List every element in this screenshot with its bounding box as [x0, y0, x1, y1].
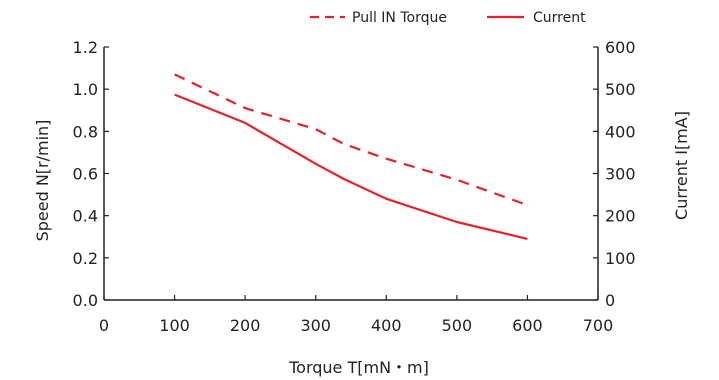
y-right-tick-label: 400: [605, 122, 636, 141]
y-left-tick-label: 0.8: [73, 122, 98, 141]
x-tick-label: 200: [230, 316, 261, 335]
y-right-tick-label: 300: [605, 165, 636, 184]
y-right-tick-label: 500: [605, 80, 636, 99]
y-right-tick-label: 100: [605, 249, 636, 268]
legend: Pull IN Torque Current: [310, 10, 586, 26]
y-right-axis-title: Current I[mA]: [672, 111, 691, 220]
legend-label-current: Current: [533, 10, 586, 26]
x-axis-title: Torque T[mN・m]: [288, 358, 429, 377]
y-left-axis-title: Speed N[r/min]: [33, 120, 52, 242]
y-left-tick-label: 0.2: [73, 249, 98, 268]
x-tick-label: 600: [512, 316, 543, 335]
x-tick-label: 0: [99, 316, 109, 335]
plot-area: 0 100 200 300 400 500 600 700 0.0 0.2 0.4 0.6 0.8 1.0…: [73, 38, 636, 335]
x-tick-label: 100: [159, 316, 190, 335]
x-tick-label: 500: [442, 316, 473, 335]
y-left-tick-label: 1.2: [73, 38, 98, 57]
series-line-current: [174, 93, 528, 240]
series-line-pull-in-torque: [174, 73, 528, 207]
y-left-tick-label: 1.0: [73, 80, 98, 99]
y-left-tick-label: 0.4: [73, 207, 98, 226]
x-tick-label: 400: [371, 316, 402, 335]
x-tick-label: 700: [583, 316, 614, 335]
y-right-tick-label: 0: [605, 291, 615, 310]
x-tick-label: 300: [300, 316, 331, 335]
legend-label-pull-in-torque: Pull IN Torque: [352, 10, 447, 26]
y-left-tick-label: 0.6: [73, 165, 98, 184]
y-right-tick-label: 600: [605, 38, 636, 57]
y-left-tick-label: 0.0: [73, 291, 98, 310]
y-right-tick-label: 200: [605, 207, 636, 226]
